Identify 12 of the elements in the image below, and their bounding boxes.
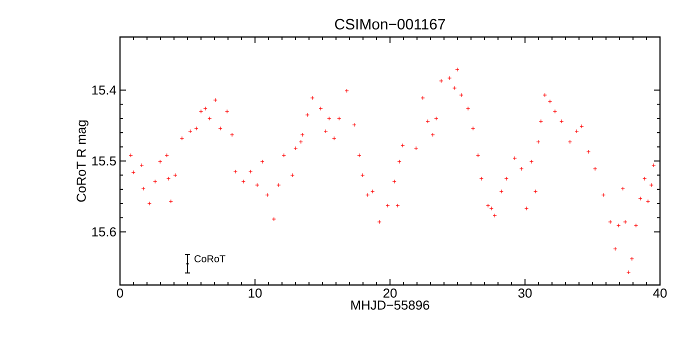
y-tick-label: 15.6 [92,227,116,236]
x-tick-label: 10 [248,288,262,298]
annotation: CoRoT [194,255,226,262]
x-tick-label: 30 [518,288,532,298]
x-tick-label: 0 [116,288,124,298]
x-tick-label: 20 [383,288,397,298]
y-tick-label: 15.5 [92,156,116,166]
x-tick-label: 40 [653,288,667,298]
chart-title: CSIMon−001167 [335,18,445,30]
y-axis-title: CoRoT R mag [76,120,88,202]
y-tick-label: 15.4 [92,86,116,95]
x-axis-title: MHJD−55896 [351,300,430,310]
